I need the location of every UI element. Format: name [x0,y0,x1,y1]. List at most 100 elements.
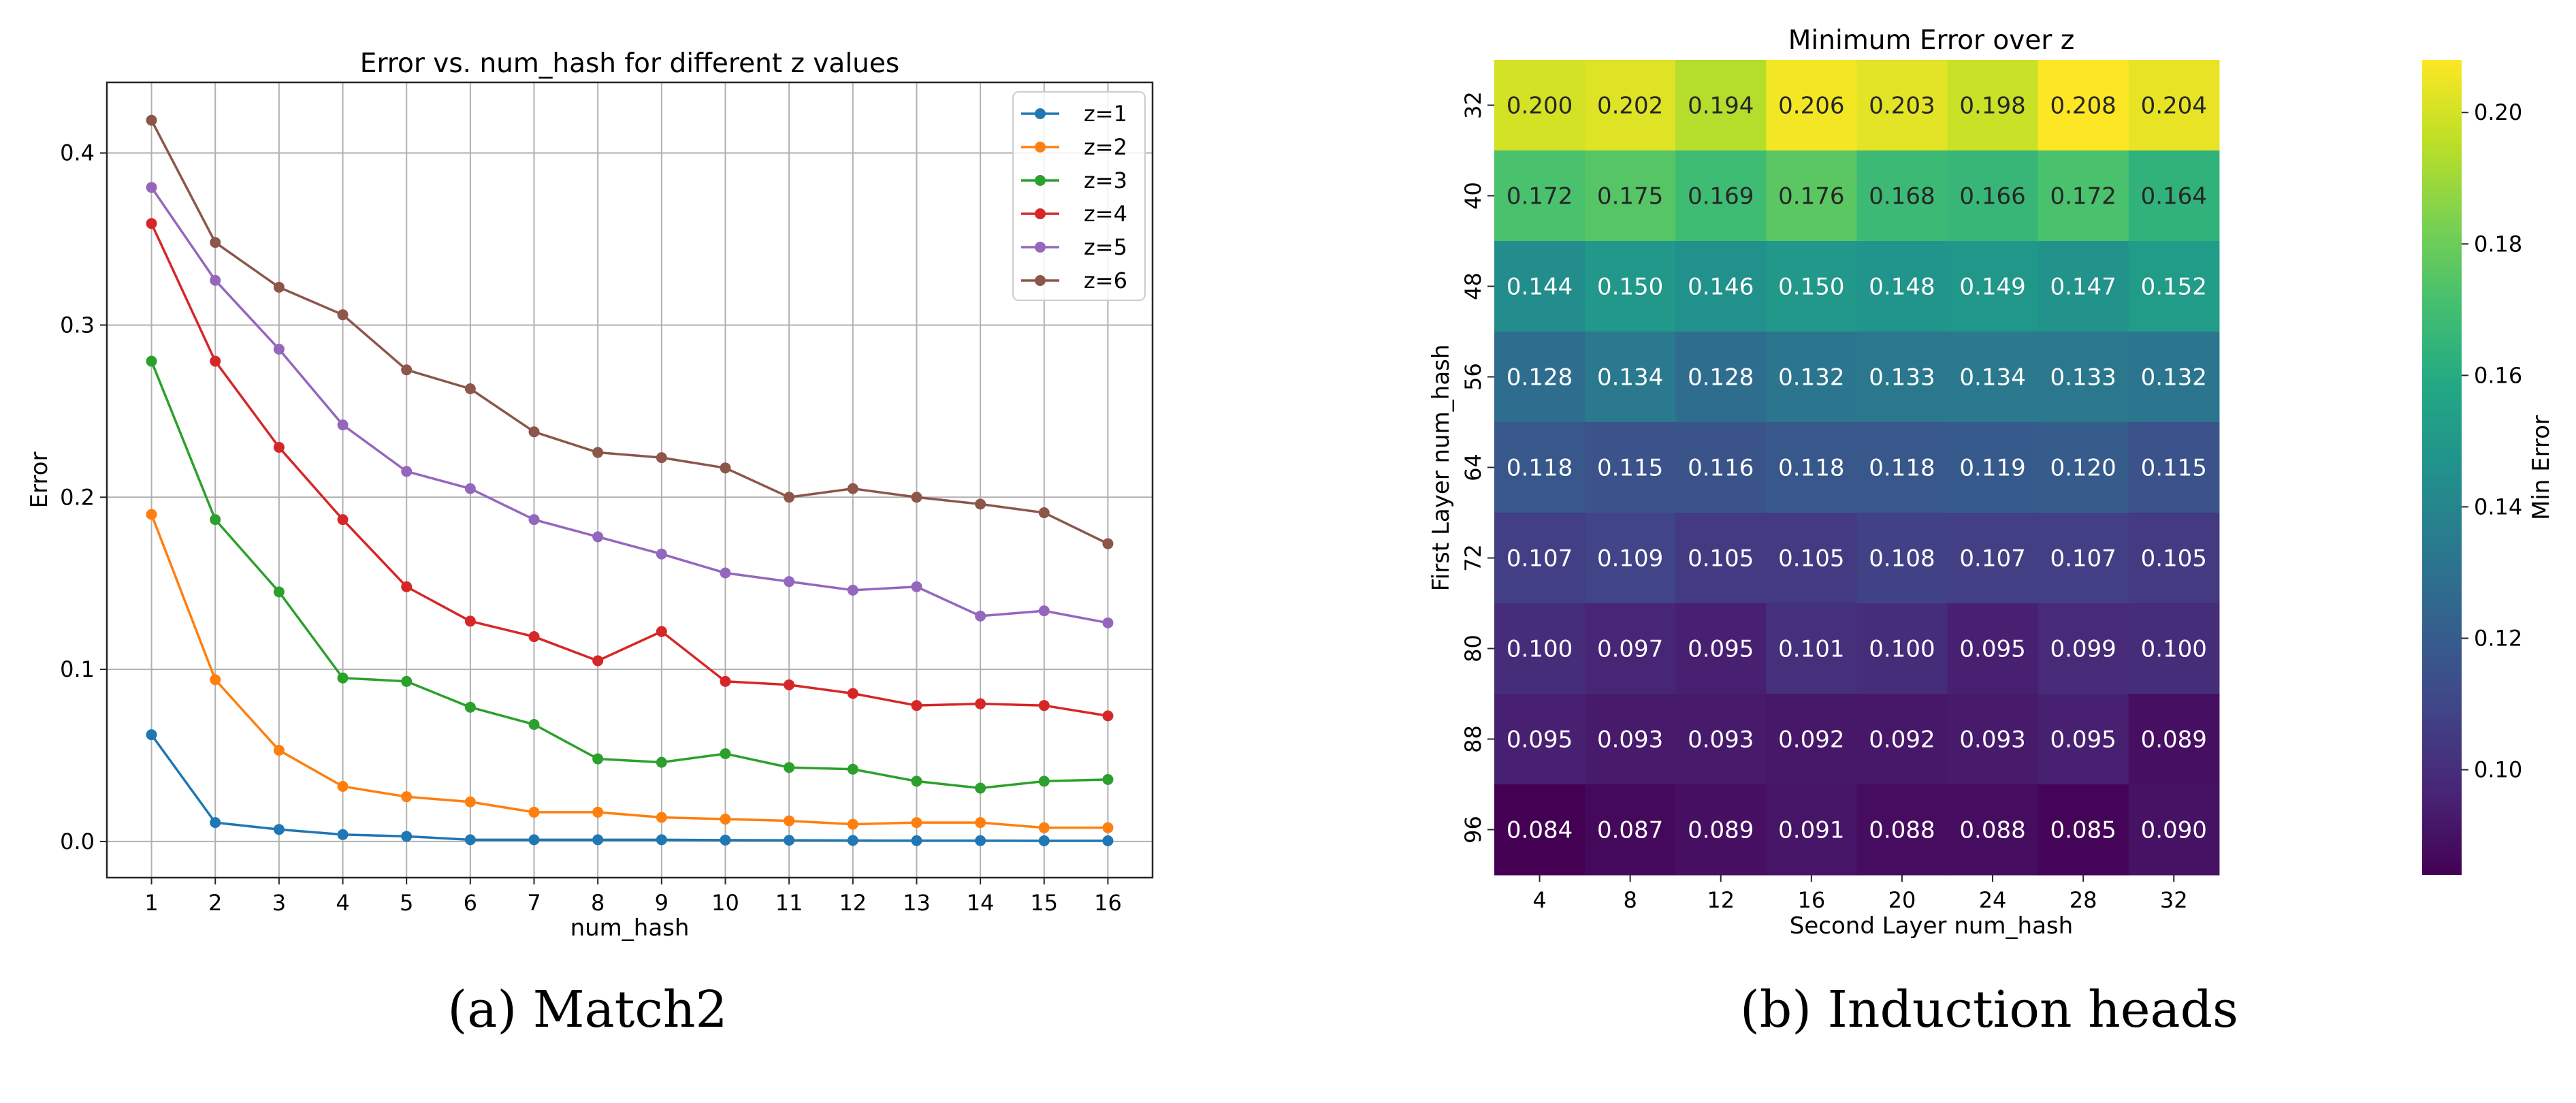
y-tick-label: 0.2 [60,484,95,510]
data-point [401,675,413,687]
colorbar-label: Min Error [2528,415,2555,520]
heatmap-cell [1675,422,1767,513]
heatmap-cell-label: 0.108 [1869,545,1935,573]
heatmap-cell-label: 0.134 [1959,364,2025,391]
x-tick-label: 28 [2070,887,2097,913]
colorbar-ticks: 0.10 0.12 0.14 0.16 0.18 0.20 [2462,99,2522,783]
data-point [1038,700,1050,712]
heatmap-cell [2038,60,2129,151]
line-chart-series [146,114,1114,846]
data-point [975,835,986,846]
data-point [273,824,285,835]
data-point [656,756,667,768]
heatmap-cell [1675,332,1767,423]
data-point [146,355,157,367]
data-point [847,584,858,596]
data-point [847,483,858,494]
heatmap-cell-label: 0.092 [1778,726,1844,754]
data-point [911,835,922,846]
heatmap-cell-label: 0.150 [1778,274,1844,301]
heatmap-cell [2038,603,2129,694]
data-point [720,834,731,846]
heatmap-cell [1766,422,1857,513]
heatmap-cell [1947,150,2039,242]
data-point [656,452,667,464]
line-chart-grid [107,82,1153,878]
legend-label: z=6 [1084,268,1127,293]
legend-entry: z=4 [1021,201,1127,227]
data-point [401,581,413,592]
heatmap-cell-label: 0.133 [1869,364,1935,391]
heatmap-cell-label: 0.150 [1597,274,1663,301]
x-tick-label: 32 [2160,887,2188,913]
heatmap-cell-label: 0.109 [1597,545,1663,573]
x-tick-label: 1 [144,890,158,916]
data-point [273,343,285,355]
heatmap-cell-label: 0.085 [2050,817,2116,844]
heatmap-cell [1947,603,2039,694]
caption-right: (b) Induction heads [1740,980,2238,1039]
x-tick-label: 24 [1979,887,2007,913]
heatmap-cell [1947,513,2039,604]
heatmap-cell [2128,603,2220,694]
heatmap-cell [1856,150,1948,242]
data-point [464,701,476,713]
data-point [146,218,157,229]
legend-label: z=2 [1084,134,1127,160]
data-point [911,492,922,503]
heatmap-cell-label: 0.100 [2141,636,2207,663]
heatmap-cell-label: 0.099 [2050,636,2116,663]
heatmap-cell [2128,332,2220,423]
data-point [528,514,540,526]
heatmap-cell-label: 0.092 [1869,726,1935,754]
data-point [1102,538,1114,549]
heatmap-cell-label: 0.147 [2050,274,2116,301]
heatmap-cell [2128,694,2220,785]
series-z=1 [146,729,1114,846]
data-point [401,466,413,477]
data-point [528,718,540,730]
heatmap-ylabel: First Layer num_hash [1428,345,1455,592]
data-point [720,748,731,759]
line-chart-legend: z=1 z=2 z=3 z=4 z=5 z=6 [1012,91,1146,301]
x-tick-label: 2 [208,890,222,916]
data-point [337,309,349,321]
series-line [150,360,1108,790]
data-point [528,834,540,846]
data-point [975,498,986,510]
data-point [337,781,349,793]
heatmap-xlabel: Second Layer num_hash [1790,912,2073,940]
heatmap-cell [1585,694,1676,785]
data-point [401,364,413,376]
heatmap-cell [1766,513,1857,604]
legend-label: z=3 [1084,167,1127,193]
line-chart-xlabel: num_hash [570,914,690,942]
heatmap-cell-label: 0.091 [1778,817,1844,844]
colorbar-tick-label: 0.20 [2474,99,2522,125]
heatmap-cell [1675,513,1767,604]
data-point [464,483,476,494]
legend-label: z=5 [1084,234,1127,260]
data-point [464,834,476,846]
x-tick-label: 14 [967,890,995,916]
y-tick-label: 0.0 [60,829,95,854]
data-point [273,586,285,598]
data-point [847,763,858,775]
data-point [210,817,221,829]
legend-label: z=4 [1084,201,1127,227]
heatmap-cell [1856,603,1948,694]
data-point [528,806,540,818]
data-point [464,796,476,808]
heatmap-cell-label: 0.095 [1959,636,2025,663]
data-point [1102,617,1114,628]
heatmap-title: Minimum Error over z [1788,25,2074,56]
legend-entry: z=1 [1021,101,1127,127]
heatmap-cell [1585,150,1676,242]
y-tick-label: 40 [1460,182,1486,210]
data-point [656,834,667,846]
heatmap-cell [1947,694,2039,785]
x-tick-label: 7 [527,890,541,916]
data-point [146,509,157,520]
heatmap-cell [1494,241,1585,332]
